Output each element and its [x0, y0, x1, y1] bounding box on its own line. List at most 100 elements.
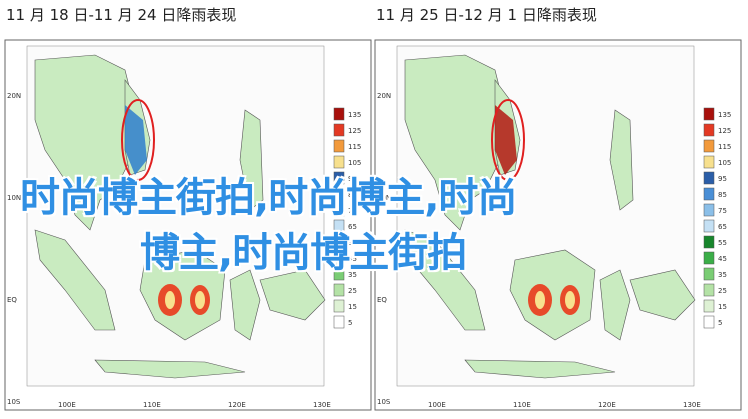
lon-label: 120E — [598, 401, 616, 409]
legend-label: 25 — [718, 287, 727, 295]
lat-label: EQ — [377, 296, 387, 304]
legend-label: 95 — [718, 175, 727, 183]
watermark-text: 博主,时尚博主街拍 — [140, 230, 467, 276]
legend-swatch — [703, 219, 715, 233]
legend-swatch — [333, 155, 345, 169]
land — [239, 109, 264, 211]
panel-title: 11 月 18 日-11 月 24 日降雨表现 — [6, 6, 237, 24]
land — [139, 249, 226, 341]
legend-swatch — [333, 203, 345, 217]
legend-swatch — [703, 283, 715, 297]
legend-label: 45 — [718, 255, 727, 263]
legend-swatch — [703, 107, 715, 121]
legend-label: 75 — [718, 207, 727, 215]
legend-swatch — [333, 251, 345, 265]
lon-label: 130E — [683, 401, 701, 409]
highlight-circle — [121, 99, 155, 181]
legend-label: 65 — [348, 223, 357, 231]
legend-swatch — [703, 299, 715, 313]
lat-label: 20N — [7, 92, 21, 100]
legend-label: 65 — [718, 223, 727, 231]
highlight-circle — [491, 99, 525, 181]
legend-label: 35 — [348, 271, 357, 279]
rain-area — [495, 105, 517, 175]
rain-area — [535, 291, 545, 309]
legend-label: 25 — [348, 287, 357, 295]
legend-swatch — [333, 283, 345, 297]
legend-label: 75 — [348, 207, 357, 215]
map-panel: 20N 10N EQ 10S 100E 110E 120E 130E 135 125 115 105 9… — [374, 39, 742, 411]
lon-label: 120E — [228, 401, 246, 409]
legend-label: 115 — [348, 143, 361, 151]
legend-swatch — [703, 315, 715, 329]
lon-label: 100E — [58, 401, 76, 409]
lon-label: 100E — [428, 401, 446, 409]
legend-label: 5 — [348, 319, 352, 327]
legend-swatch — [333, 235, 345, 249]
land — [229, 269, 261, 341]
legend-label: 115 — [718, 143, 731, 151]
land — [34, 229, 116, 331]
lat-label: 10S — [7, 398, 21, 406]
legend-label: 55 — [348, 239, 357, 247]
land — [629, 269, 696, 321]
lat-label: EQ — [7, 296, 17, 304]
lon-label: 110E — [513, 401, 531, 409]
legend-swatch — [703, 123, 715, 137]
land — [404, 229, 486, 331]
legend-swatch — [333, 299, 345, 313]
lat-label: 10N — [377, 194, 391, 202]
legend-label: 45 — [348, 255, 357, 263]
legend-swatch — [703, 155, 715, 169]
lon-label: 130E — [313, 401, 331, 409]
lat-label: 10S — [377, 398, 391, 406]
land — [94, 359, 246, 379]
land — [509, 249, 596, 341]
land — [464, 359, 616, 379]
land — [259, 269, 326, 321]
legend-swatch — [703, 139, 715, 153]
rain-area — [565, 291, 575, 309]
legend-label: 125 — [718, 127, 731, 135]
legend-swatch — [333, 123, 345, 137]
legend-swatch — [333, 315, 345, 329]
land — [599, 269, 631, 341]
legend-label: 105 — [718, 159, 731, 167]
legend-label: 15 — [718, 303, 727, 311]
lon-label: 110E — [143, 401, 161, 409]
legend-swatch — [333, 219, 345, 233]
legend-label: 125 — [348, 127, 361, 135]
rain-area — [195, 291, 205, 309]
legend-label: 105 — [348, 159, 361, 167]
legend-swatch — [333, 267, 345, 281]
legend-label: 135 — [348, 111, 361, 119]
land — [34, 54, 136, 231]
legend-label: 85 — [348, 191, 357, 199]
legend-label: 95 — [348, 175, 357, 183]
legend-swatch — [333, 171, 345, 185]
legend-swatch — [703, 267, 715, 281]
legend-swatch — [333, 107, 345, 121]
lat-label: 10N — [7, 194, 21, 202]
watermark-text: 时尚博主街拍,时尚博主,时尚 — [20, 175, 517, 221]
legend-label: 85 — [718, 191, 727, 199]
legend-label: 35 — [718, 271, 727, 279]
legend-swatch — [703, 251, 715, 265]
panel-title: 11 月 25 日-12 月 1 日降雨表现 — [376, 6, 597, 24]
rain-area — [125, 105, 147, 175]
legend-label: 15 — [348, 303, 357, 311]
map-panel: 20N 10N EQ 10S 100E 110E 120E 130E 135 125 115 105 9… — [4, 39, 372, 411]
legend-label: 55 — [718, 239, 727, 247]
land — [609, 109, 634, 211]
land — [404, 54, 506, 231]
legend-swatch — [703, 203, 715, 217]
legend-swatch — [703, 235, 715, 249]
legend-swatch — [703, 187, 715, 201]
rain-area — [165, 291, 175, 309]
legend-swatch — [333, 139, 345, 153]
legend-label: 135 — [718, 111, 731, 119]
lat-label: 20N — [377, 92, 391, 100]
legend-swatch — [703, 171, 715, 185]
